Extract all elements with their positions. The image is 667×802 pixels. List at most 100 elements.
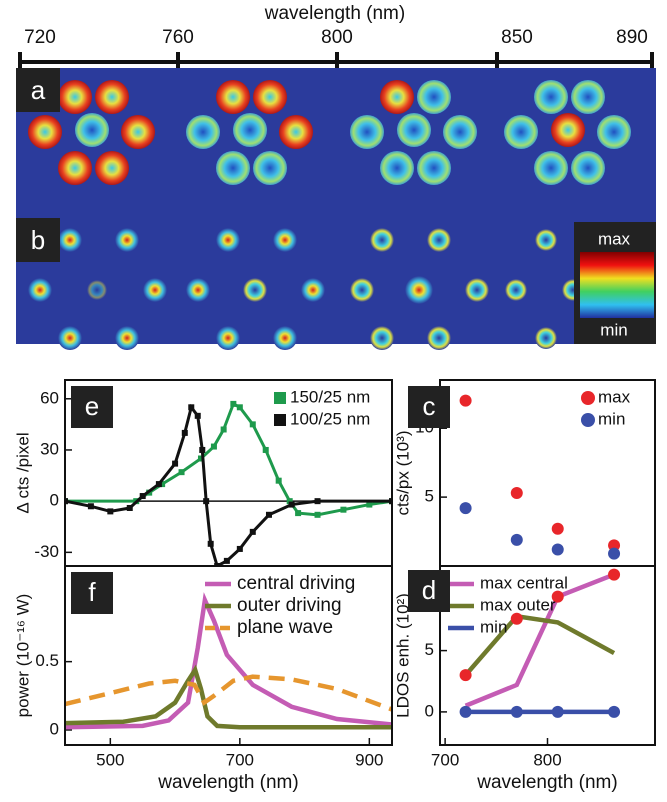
spot: [87, 280, 107, 300]
point: [286, 498, 293, 505]
plot-frame: [439, 379, 656, 567]
spot: [443, 115, 477, 149]
spot: [571, 151, 605, 185]
point: [551, 543, 564, 556]
point: [608, 705, 621, 718]
legend-swatch: [581, 391, 595, 405]
spot: [380, 151, 414, 185]
spot: [370, 326, 394, 350]
spot-group: [186, 80, 313, 185]
series-line: [464, 572, 615, 708]
spot: [243, 278, 267, 302]
point: [178, 469, 185, 476]
spot: [350, 115, 384, 149]
point: [459, 394, 472, 407]
panel-label: e: [85, 391, 99, 421]
y-axis-label: power (10⁻¹⁶ W): [13, 594, 32, 718]
point: [220, 426, 227, 433]
spot: [504, 115, 538, 149]
plot-area: [65, 592, 392, 730]
spot: [143, 278, 167, 302]
series-line: [65, 403, 392, 566]
x-tick-label: 700: [431, 750, 459, 769]
plot-area: [65, 400, 392, 566]
point: [288, 501, 295, 508]
legend-label: plane wave: [237, 617, 333, 638]
spot: [405, 276, 433, 304]
legend-swatch: [581, 413, 595, 427]
point: [551, 590, 564, 603]
spot: [253, 80, 287, 114]
spot-group: [28, 80, 155, 185]
spot: [397, 113, 431, 147]
spot: [534, 80, 568, 114]
spot: [551, 113, 585, 147]
point: [510, 705, 523, 718]
series-line: [65, 664, 392, 730]
point: [459, 502, 472, 515]
point: [155, 481, 162, 488]
spot: [273, 326, 297, 350]
point: [223, 557, 230, 564]
strip-tick-label: 760: [162, 27, 194, 48]
point: [207, 540, 214, 547]
spot: [186, 278, 210, 302]
spot: [216, 151, 250, 185]
legend-swatch: [274, 414, 286, 426]
strip-tick-label: 720: [24, 27, 56, 48]
y-tick-label: 0.5: [35, 651, 59, 670]
point: [203, 498, 210, 505]
spot: [186, 115, 220, 149]
point: [265, 511, 272, 518]
point: [236, 545, 243, 552]
y-tick-label: 5: [425, 487, 434, 506]
plot-frame: [64, 565, 393, 746]
point: [199, 446, 206, 453]
colorbar-min: min: [600, 320, 627, 339]
point: [87, 503, 94, 510]
point: [295, 510, 302, 517]
spot: [370, 228, 394, 252]
spot: [115, 326, 139, 350]
spot: [58, 228, 82, 252]
colorbar-max: max: [598, 229, 631, 248]
spot-group: [28, 228, 167, 350]
spot: [58, 151, 92, 185]
point: [159, 481, 166, 488]
spot: [571, 80, 605, 114]
legend-label: max outer: [480, 595, 556, 614]
y-axis-label: LDOS enh. (10²): [393, 593, 412, 718]
spot-group: [504, 80, 631, 185]
legend-swatch: [274, 392, 286, 404]
x-axis-label: wavelength (nm): [157, 772, 298, 793]
point: [314, 511, 321, 518]
panel-label: c: [423, 391, 436, 421]
point: [126, 504, 133, 511]
series-line: [463, 613, 616, 677]
spot: [417, 151, 451, 185]
spot: [301, 278, 325, 302]
strip-label: wavelength (nm): [264, 3, 405, 24]
x-tick-label: 800: [533, 750, 561, 769]
plot-frame: [439, 565, 656, 746]
panel-label-box: [71, 572, 113, 614]
point: [107, 508, 114, 515]
panel-a-spots: [28, 80, 631, 185]
y-axis-label: Δ cts /pixel: [13, 432, 32, 513]
point: [139, 493, 146, 500]
spot: [380, 80, 414, 114]
y-tick-label: 0: [50, 491, 59, 510]
point: [510, 612, 523, 625]
point: [366, 501, 373, 508]
legend-label: 100/25 nm: [290, 409, 370, 428]
y-tick-label: 0: [50, 719, 59, 738]
point: [210, 443, 217, 450]
spot: [427, 228, 451, 252]
spot: [58, 326, 82, 350]
x-tick-label: 500: [96, 750, 124, 769]
spot: [253, 151, 287, 185]
panel-label: a: [31, 75, 46, 105]
spot: [216, 326, 240, 350]
point: [459, 705, 472, 718]
panel-label-box: [408, 386, 450, 428]
